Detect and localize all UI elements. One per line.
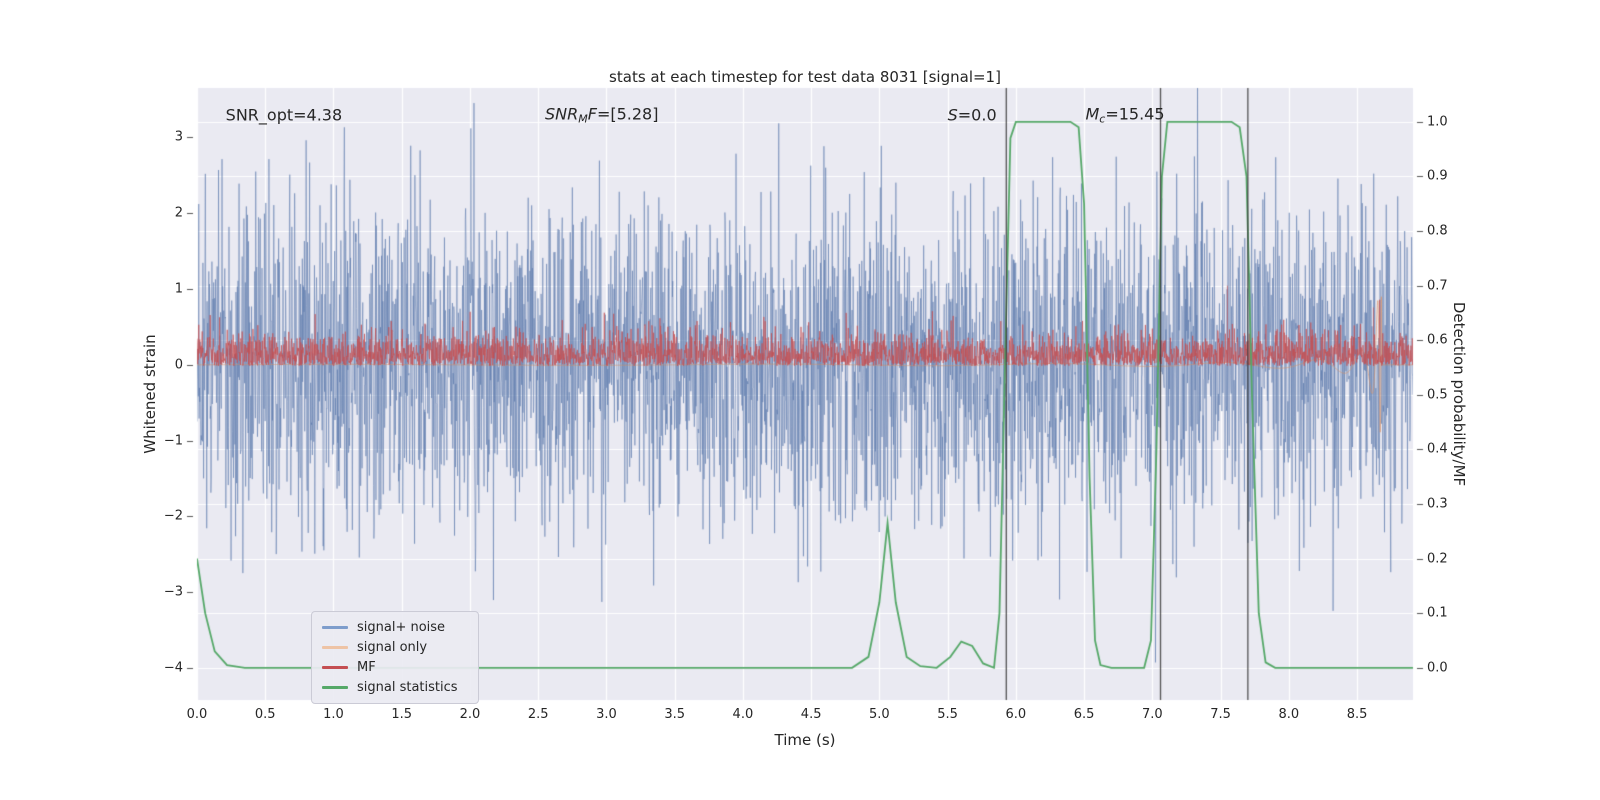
y-right-tick-label: 0.2 (1427, 551, 1448, 567)
y-right-tick-label: 0.9 (1427, 168, 1448, 184)
y-left-tick-label: −2 (163, 508, 183, 524)
x-tick-label: 1.5 (391, 707, 413, 722)
annotation: SNRMF=[5.28] (545, 104, 658, 125)
annotation: S=0.0 (948, 105, 997, 124)
legend-swatch (322, 686, 348, 689)
y-right-tick-label: 0.0 (1427, 660, 1448, 676)
y-left-tick-label: −3 (163, 584, 183, 600)
y-right-tick-label: 0.3 (1427, 496, 1448, 512)
x-tick-label: 6.0 (1005, 707, 1027, 722)
x-tick-label: 3.0 (596, 707, 617, 722)
legend: signal+ noise signal only MF signal statist… (311, 611, 479, 704)
y-right-tick-label: 0.4 (1427, 441, 1448, 457)
x-tick-label: 5.5 (937, 707, 958, 722)
legend-item: signal only (322, 640, 464, 655)
y-right-tick-label: 0.8 (1427, 223, 1448, 239)
annotation-segment: M (1085, 104, 1100, 124)
y-right-tick-label: 0.6 (1427, 332, 1448, 348)
x-tick-label: 8.5 (1346, 707, 1368, 722)
legend-item: signal+ noise (322, 620, 464, 635)
y-left-tick-label: 1 (174, 281, 183, 297)
x-tick-label: 7.0 (1141, 707, 1163, 722)
x-tick-label: 3.5 (664, 707, 685, 722)
legend-label: signal statistics (357, 680, 458, 695)
annotation-segment: =0.0 (957, 105, 997, 125)
legend-swatch (322, 646, 348, 649)
annotation: SNR_opt=4.38 (226, 105, 343, 124)
annotation-segment: c (1099, 112, 1106, 126)
x-tick-label: 4.0 (732, 707, 754, 722)
annotation-segment: SNR_opt=4.38 (225, 105, 343, 125)
x-tick-label: 2.5 (527, 707, 549, 722)
annotation-segment: SNR (545, 104, 579, 124)
y-left-tick-label: 0 (174, 357, 183, 373)
annotation: Mc=15.45 (1085, 104, 1164, 125)
y-left-tick-label: −4 (163, 660, 183, 676)
annotation-segment: =15.45 (1105, 104, 1165, 124)
x-tick-label: 6.5 (1073, 707, 1095, 722)
annotation-segment: F (587, 104, 597, 124)
x-tick-label: 1.0 (323, 707, 344, 722)
y-axis-left-label: Whitened strain (141, 334, 159, 454)
legend-item: MF (322, 660, 464, 675)
legend-label: MF (357, 660, 376, 675)
y-axis-right-label: Detection probability/MF (1450, 301, 1468, 487)
legend-item: signal statistics (322, 680, 464, 695)
y-left-tick-label: −1 (163, 433, 183, 449)
x-tick-label: 2.0 (459, 707, 481, 722)
legend-swatch (322, 666, 348, 669)
x-tick-label: 7.5 (1210, 707, 1231, 722)
legend-label: signal only (357, 640, 428, 655)
y-right-tick-label: 0.1 (1427, 605, 1448, 621)
x-tick-label: 0.0 (186, 707, 208, 722)
chart-title: stats at each timestep for test data 803… (609, 68, 1001, 86)
annotation-segment: =[5.28] (596, 104, 659, 124)
annotation-segment: M (578, 112, 588, 126)
x-tick-label: 5.0 (869, 707, 890, 722)
y-right-tick-label: 1.0 (1427, 114, 1448, 130)
x-axis-label: Time (s) (774, 731, 836, 749)
y-left-tick-label: 2 (174, 205, 183, 221)
x-tick-label: 4.5 (800, 707, 822, 722)
legend-swatch (322, 626, 348, 629)
annotation-segment: S (947, 105, 958, 125)
y-right-tick-label: 0.7 (1427, 278, 1448, 294)
y-left-tick-label: 3 (174, 129, 183, 145)
y-right-tick-label: 0.5 (1427, 387, 1448, 403)
legend-label: signal+ noise (357, 620, 446, 635)
x-tick-label: 8.0 (1278, 707, 1300, 722)
x-tick-label: 0.5 (254, 707, 276, 722)
